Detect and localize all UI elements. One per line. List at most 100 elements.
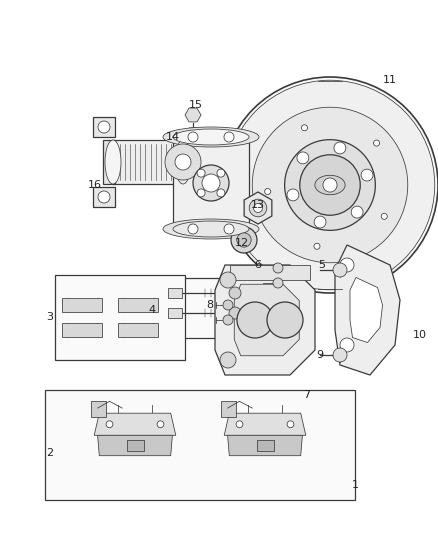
Circle shape: [351, 206, 363, 218]
Bar: [62, 298, 102, 312]
Circle shape: [217, 189, 225, 197]
Circle shape: [222, 77, 438, 293]
Circle shape: [229, 307, 241, 319]
Polygon shape: [335, 245, 400, 375]
Circle shape: [297, 152, 309, 164]
Circle shape: [333, 348, 347, 362]
Bar: [118, 298, 158, 312]
Circle shape: [237, 302, 273, 338]
Circle shape: [188, 132, 198, 142]
Circle shape: [334, 142, 346, 154]
Circle shape: [237, 233, 251, 247]
Ellipse shape: [105, 140, 121, 184]
Bar: [257, 440, 273, 451]
Ellipse shape: [175, 140, 191, 184]
Circle shape: [193, 165, 229, 201]
Circle shape: [333, 263, 347, 277]
Text: 8: 8: [206, 300, 214, 310]
Bar: [173, 137, 249, 229]
Bar: [113, 140, 183, 184]
Circle shape: [265, 189, 271, 195]
Circle shape: [314, 243, 320, 249]
Text: 9: 9: [316, 350, 324, 360]
Text: 5: 5: [318, 260, 325, 270]
Circle shape: [381, 213, 387, 220]
Bar: [45, 390, 355, 500]
Polygon shape: [185, 108, 201, 122]
Circle shape: [188, 224, 198, 234]
Circle shape: [236, 421, 243, 427]
Circle shape: [223, 315, 233, 325]
Circle shape: [273, 263, 283, 273]
Text: 15: 15: [189, 100, 203, 110]
Circle shape: [175, 154, 191, 170]
Bar: [221, 401, 236, 417]
Text: 4: 4: [148, 305, 155, 315]
Circle shape: [287, 189, 299, 201]
Circle shape: [202, 174, 220, 192]
Circle shape: [157, 421, 164, 427]
Polygon shape: [234, 284, 299, 356]
Text: 3: 3: [46, 312, 53, 322]
Bar: [93, 187, 115, 207]
Text: 2: 2: [46, 448, 53, 458]
Text: 14: 14: [166, 132, 180, 142]
Polygon shape: [215, 265, 315, 375]
Bar: [93, 117, 115, 137]
Polygon shape: [350, 278, 382, 343]
Ellipse shape: [315, 175, 345, 195]
Bar: [168, 288, 182, 298]
Circle shape: [98, 121, 110, 133]
Bar: [155, 278, 255, 338]
Bar: [127, 440, 144, 451]
Circle shape: [285, 140, 375, 230]
Polygon shape: [94, 413, 176, 435]
Ellipse shape: [163, 127, 259, 147]
Circle shape: [220, 352, 236, 368]
Circle shape: [361, 169, 373, 181]
Ellipse shape: [225, 80, 435, 290]
Bar: [118, 323, 158, 337]
Circle shape: [249, 199, 267, 217]
Circle shape: [106, 421, 113, 427]
Bar: [55, 275, 185, 360]
Text: 13: 13: [251, 200, 265, 210]
Circle shape: [374, 140, 380, 146]
Text: 7: 7: [304, 390, 311, 400]
Circle shape: [197, 169, 205, 177]
Text: 1: 1: [352, 480, 358, 490]
Circle shape: [224, 132, 234, 142]
Circle shape: [231, 227, 257, 253]
Ellipse shape: [173, 221, 249, 237]
Circle shape: [340, 258, 354, 272]
Circle shape: [267, 302, 303, 338]
Bar: [62, 323, 102, 337]
Circle shape: [273, 278, 283, 288]
Circle shape: [165, 144, 201, 180]
Circle shape: [301, 125, 307, 131]
Polygon shape: [224, 413, 306, 435]
Circle shape: [98, 191, 110, 203]
Text: 11: 11: [383, 75, 397, 85]
Circle shape: [323, 178, 337, 192]
Circle shape: [197, 189, 205, 197]
Circle shape: [220, 272, 236, 288]
Bar: [103, 140, 115, 184]
Circle shape: [287, 421, 294, 427]
Text: 10: 10: [413, 330, 427, 340]
Circle shape: [223, 300, 233, 310]
Circle shape: [340, 338, 354, 352]
Text: 16: 16: [88, 180, 102, 190]
Bar: [230, 265, 310, 280]
Polygon shape: [98, 435, 173, 456]
Polygon shape: [228, 435, 302, 456]
Polygon shape: [244, 192, 272, 224]
Circle shape: [229, 287, 241, 299]
Circle shape: [300, 155, 360, 215]
Circle shape: [224, 224, 234, 234]
Circle shape: [252, 107, 408, 263]
Ellipse shape: [163, 219, 259, 239]
Bar: [91, 401, 106, 417]
Circle shape: [254, 204, 262, 213]
Bar: [168, 308, 182, 318]
